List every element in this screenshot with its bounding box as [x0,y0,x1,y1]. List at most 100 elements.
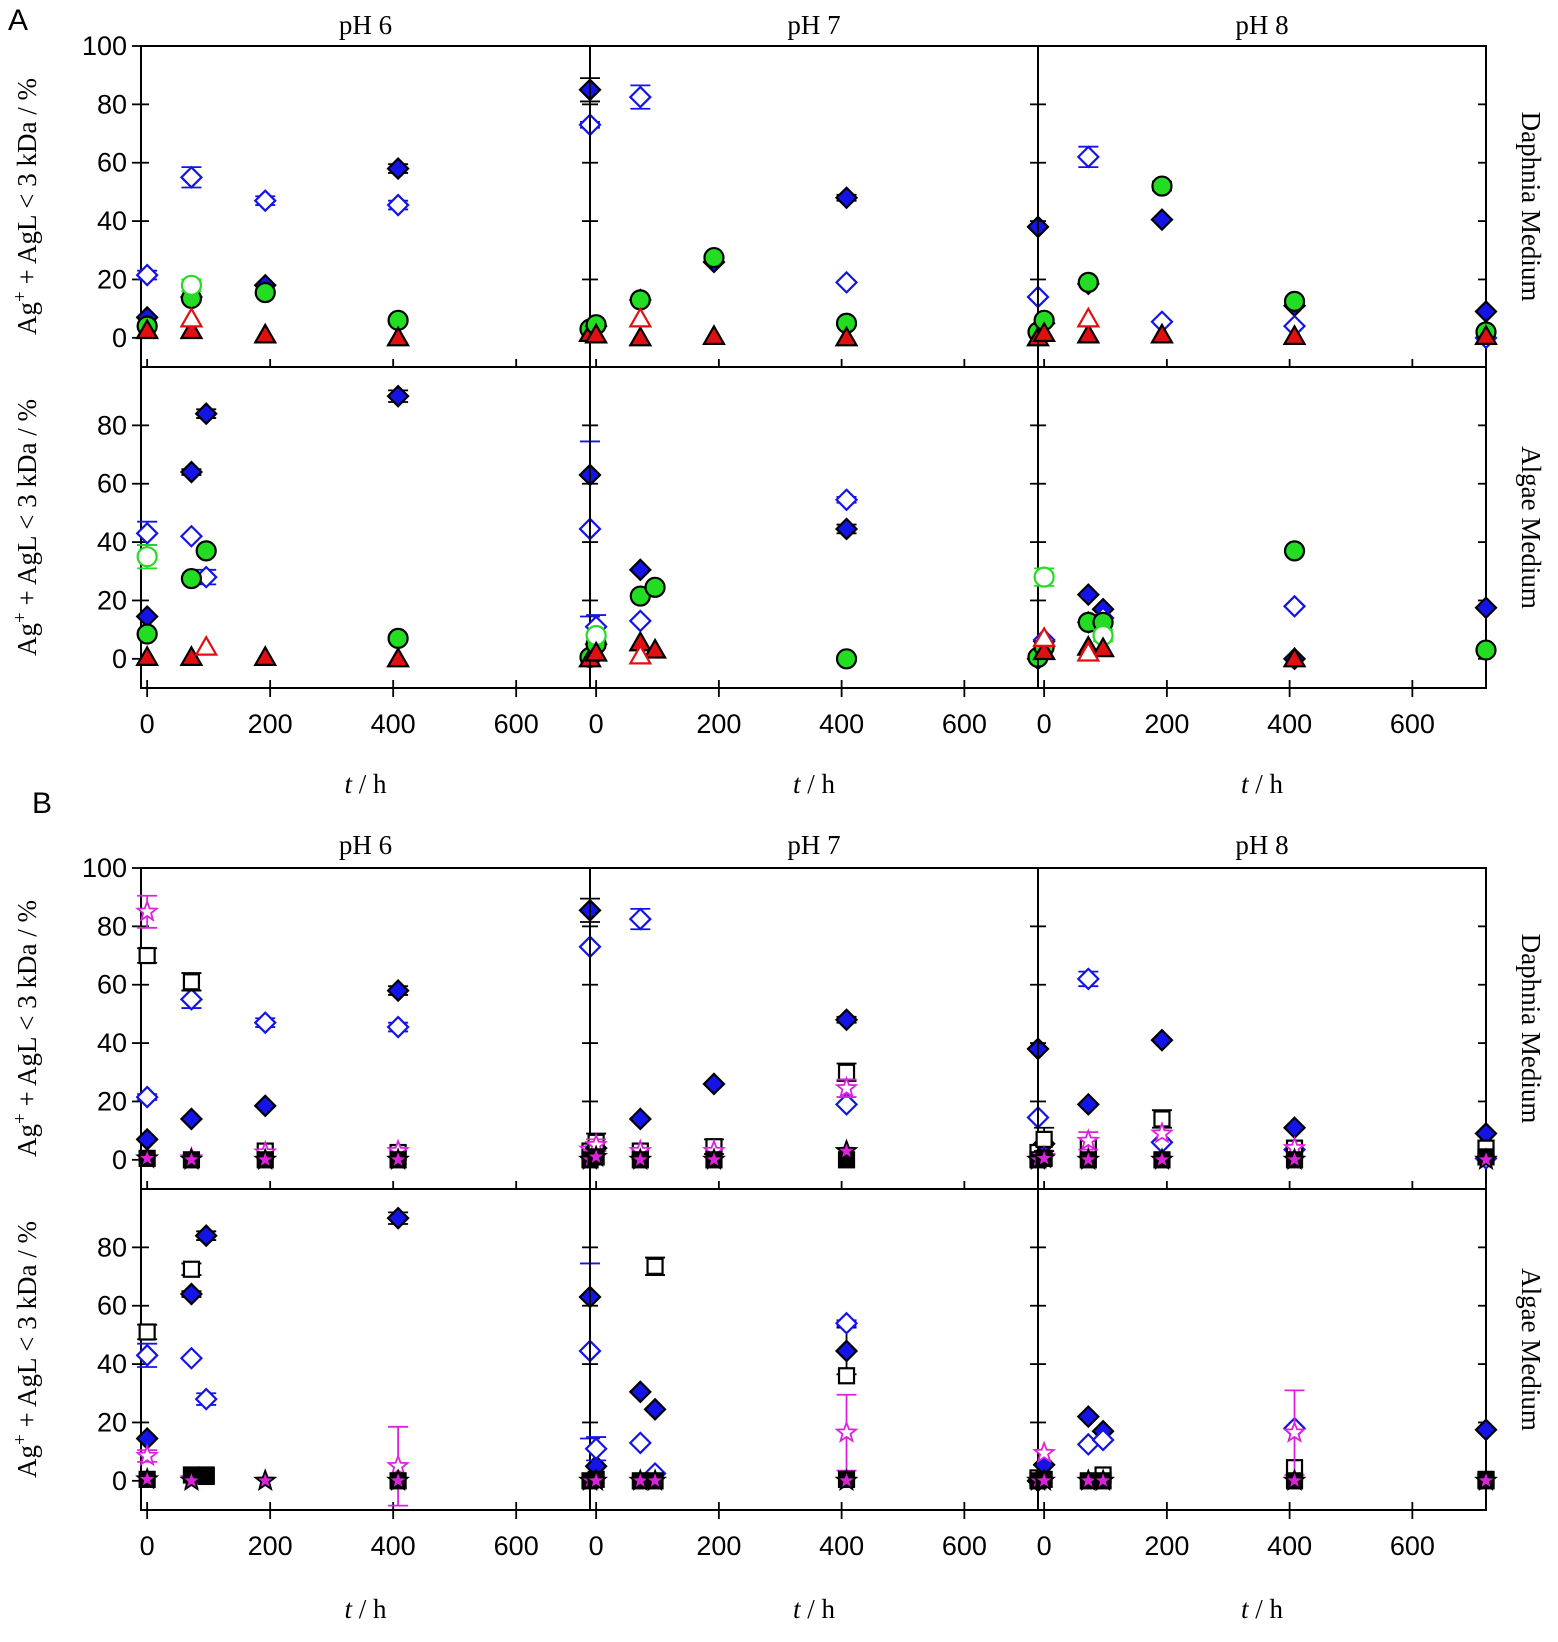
column-title: pH 7 [787,830,840,860]
x-tick-label: 0 [1037,1531,1052,1561]
plot-area: pH 6 pH 7 pH 8 Daphnia Medium Ag+ + AgL < 3 … [10,10,1546,1624]
y-tick-label: 60 [97,970,127,1000]
diamond-marker [135,263,159,287]
star-marker [702,1147,726,1170]
x-tick-label: 400 [819,709,864,739]
circle-marker [1033,566,1055,588]
y-tick-label: 80 [97,410,127,440]
square-marker [182,973,201,991]
diamond-marker [386,1206,410,1230]
square-marker [138,946,156,965]
triangle-marker [1150,322,1174,344]
x-tick-label: 400 [371,709,416,739]
x-axis-label: t / h [793,1594,836,1624]
x-tick-label: 600 [942,1531,987,1561]
x-tick-label: 400 [1267,1531,1312,1561]
y-tick-label: 0 [112,644,127,674]
facet-frame [1037,366,1487,689]
facet-daphnia-medium-ph-7 [584,867,1050,1190]
diamond-marker [253,1011,277,1035]
y-tick-label: 100 [82,31,127,61]
facet-frame [1037,867,1487,1190]
diamond-marker [386,979,410,1003]
diamond-marker [179,460,203,484]
row-label: Daphnia Medium [1516,934,1546,1124]
y-axis-label: Ag+ + AgL < 3 kDa / % [10,78,42,335]
diamond-marker [135,1085,159,1109]
x-tick-label: 600 [1390,1531,1435,1561]
column-title: pH 8 [1235,10,1288,40]
diamond-marker [628,1431,652,1455]
square-marker [182,1260,201,1278]
x-tick-label: 0 [140,1531,155,1561]
star-marker [1474,1468,1498,1491]
y-tick-label: 80 [97,89,127,119]
y-axis-label: Ag+ + AgL < 3 kDa / % [10,399,42,656]
triangle-marker [584,640,609,662]
triangle-marker [135,645,160,666]
triangle-marker [194,634,219,656]
x-tick-label: 600 [494,1531,539,1561]
star-marker [834,1420,859,1443]
circle-marker [703,246,725,269]
star-marker [1076,1128,1101,1151]
x-axis-label: t / h [344,769,387,799]
x-axis-label: t / h [793,769,836,799]
triangle-marker [628,306,653,328]
column-title: pH 6 [339,10,392,40]
triangle-marker [253,645,278,666]
star-marker [135,1466,160,1490]
diamond-marker [179,1346,203,1370]
facet-algae-medium-ph-6: 0 20 40 60 80 0 200 400 600 [97,1188,602,1561]
diamond-marker [834,1092,859,1116]
diamond-marker [1076,583,1100,607]
facet-algae-medium-ph-6: 0 20 40 60 80 0 200 400 600 [97,366,602,739]
diamond-marker [1474,596,1498,620]
x-tick-label: 200 [1144,709,1189,739]
circle-marker [195,540,217,562]
triangle-marker [643,637,667,659]
x-axis-label: t / h [1241,1594,1284,1624]
y-tick-label: 100 [82,853,127,883]
diamond-marker [1282,594,1307,618]
star-marker [584,1468,609,1491]
diamond-marker [194,1387,218,1411]
facet-frame [1037,1188,1487,1511]
triangle-marker [1032,626,1057,647]
y-tick-label: 40 [97,206,127,236]
facet-frame [589,45,1039,368]
x-axis-label: t / h [344,1594,387,1624]
diamond-marker [1474,299,1498,324]
star-marker [1032,1440,1057,1464]
star-marker [386,1147,411,1170]
diamond-marker [194,1224,218,1248]
facet-algae-medium-ph-7: 0 200 400 600 [584,366,1050,739]
star-marker [834,1468,859,1491]
circle-marker [387,627,409,649]
triangle-marker [135,318,160,340]
diamond-marker [834,517,859,541]
y-tick-label: 80 [97,1232,127,1262]
x-tick-label: 600 [494,709,539,739]
diamond-marker [584,1437,608,1461]
circle-marker [644,576,666,598]
diamond-marker [1076,1405,1100,1429]
diamond-marker [179,987,203,1011]
facet-frame [589,1188,1039,1511]
triangle-marker [386,646,410,668]
triangle-marker [1282,646,1307,668]
square-marker [646,1257,664,1275]
diamond-marker [834,186,859,210]
y-tick-label: 60 [97,148,127,178]
triangle-marker [628,325,653,347]
diamond-marker [179,1107,203,1131]
diamond-marker [834,488,859,512]
star-marker [253,1147,278,1170]
star-marker [135,1145,160,1169]
triangle-marker [1076,322,1101,344]
y-axis-label: Ag+ + AgL < 3 kDa / % [10,900,42,1157]
y-tick-label: 60 [97,469,127,499]
star-marker [1032,1468,1057,1491]
diamond-marker [834,1339,859,1363]
